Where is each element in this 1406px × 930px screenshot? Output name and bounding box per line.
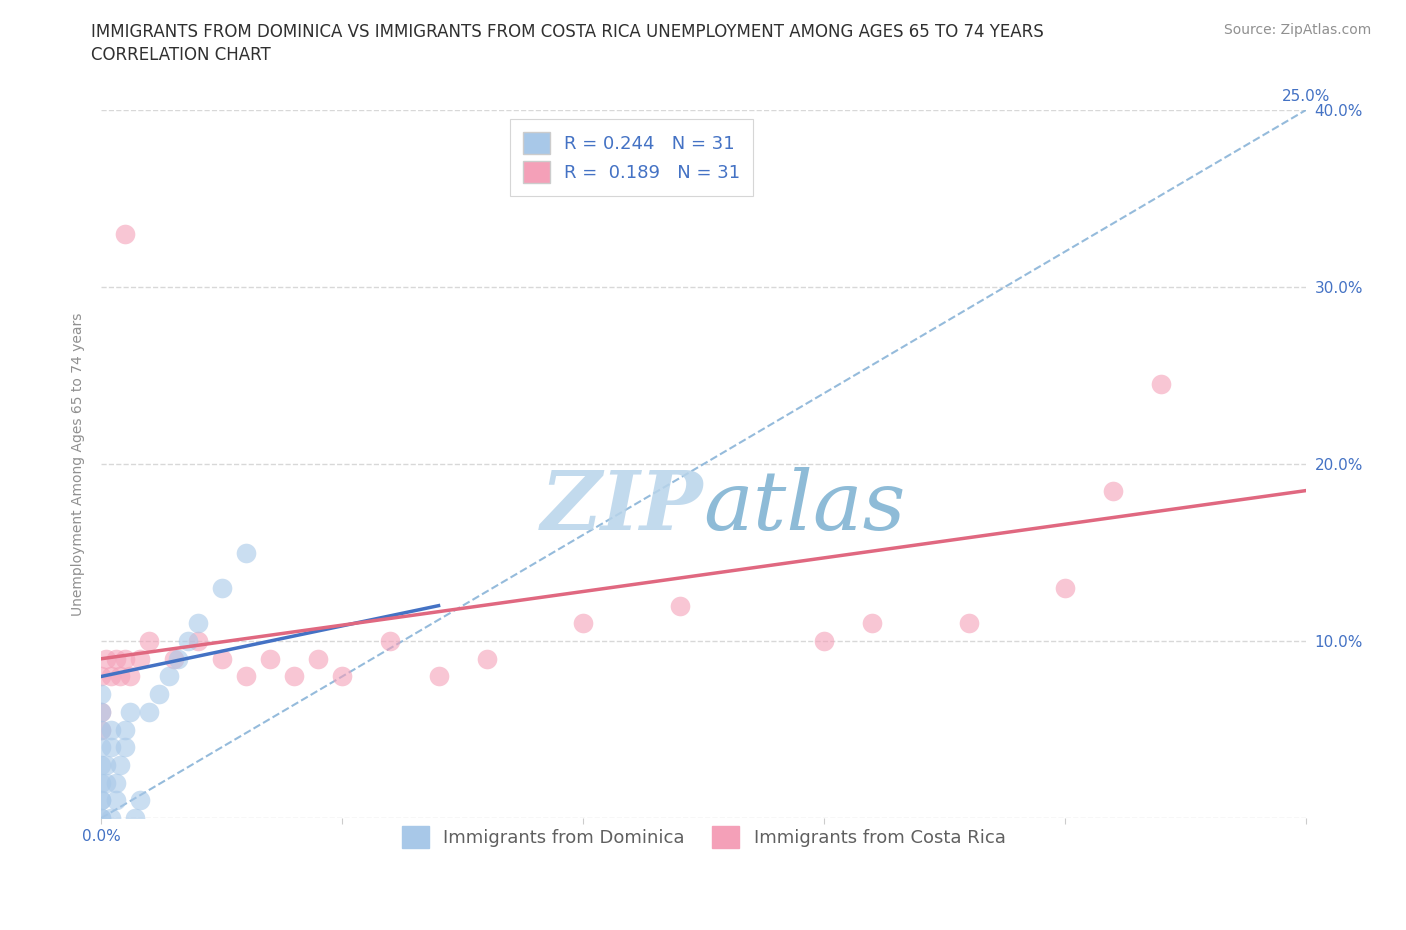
Point [572,616,595,631]
Point [94,758,117,773]
Point [167,651,190,666]
Text: CORRELATION CHART: CORRELATION CHART [91,46,271,64]
Point [128,651,150,666]
Point [94,651,117,666]
Point [157,669,180,684]
Point [120,704,142,719]
Point [114,722,136,737]
Point [860,616,883,631]
Point [90,686,112,701]
Point [90,704,112,719]
Point [187,616,209,631]
Point [427,669,450,684]
Point [148,686,170,701]
Point [94,776,117,790]
Text: Source: ZipAtlas.com: Source: ZipAtlas.com [1223,23,1371,37]
Point [177,633,200,648]
Point [475,651,498,666]
Point [380,633,402,648]
Y-axis label: Unemployment Among Ages 65 to 74 years: Unemployment Among Ages 65 to 74 years [72,312,86,616]
Point [90,758,112,773]
Text: atlas: atlas [703,467,905,547]
Point [668,598,690,613]
Point [1102,484,1125,498]
Point [110,758,132,773]
Point [100,811,122,826]
Point [235,545,257,560]
Point [100,740,122,755]
Point [90,793,112,808]
Point [104,651,127,666]
Point [90,740,112,755]
Point [114,226,136,241]
Point [259,651,281,666]
Point [307,651,329,666]
Point [90,722,112,737]
Text: ZIP: ZIP [541,467,703,547]
Point [104,776,127,790]
Point [104,793,127,808]
Point [162,651,184,666]
Point [138,704,160,719]
Point [120,669,142,684]
Point [1054,580,1077,595]
Point [1150,377,1173,392]
Point [138,633,160,648]
Point [187,633,209,648]
Text: IMMIGRANTS FROM DOMINICA VS IMMIGRANTS FROM COSTA RICA UNEMPLOYMENT AMONG AGES 6: IMMIGRANTS FROM DOMINICA VS IMMIGRANTS F… [91,23,1045,41]
Point [813,633,835,648]
Point [90,669,112,684]
Point [211,580,233,595]
Point [100,669,122,684]
Point [90,811,112,826]
Point [330,669,353,684]
Point [124,811,146,826]
Point [90,793,112,808]
Point [211,651,233,666]
Point [110,669,132,684]
Point [90,811,112,826]
Point [957,616,980,631]
Point [128,793,150,808]
Point [114,740,136,755]
Point [235,669,257,684]
Point [283,669,305,684]
Point [90,704,112,719]
Point [90,776,112,790]
Point [114,651,136,666]
Point [90,722,112,737]
Point [100,722,122,737]
Legend: Immigrants from Dominica, Immigrants from Costa Rica: Immigrants from Dominica, Immigrants fro… [391,815,1017,858]
